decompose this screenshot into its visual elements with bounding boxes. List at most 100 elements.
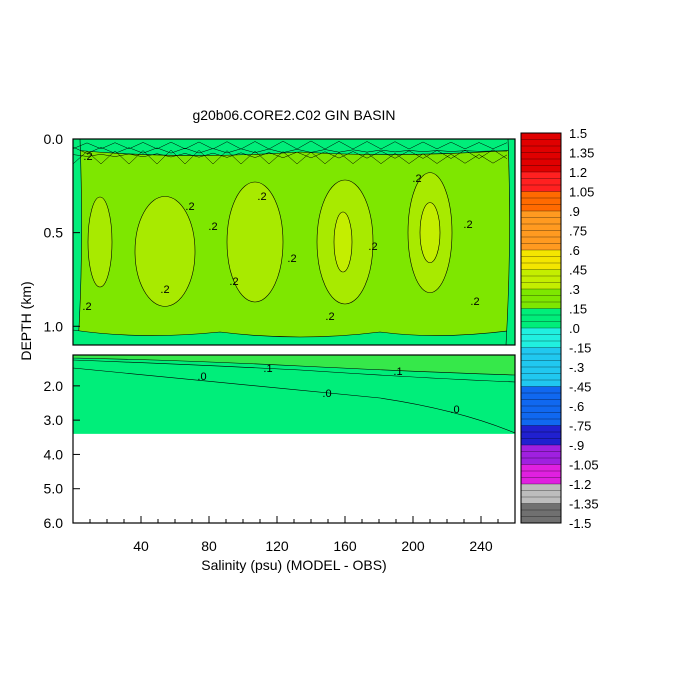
colorbar-swatch xyxy=(520,444,562,452)
surface-contour-line-1 xyxy=(73,144,508,154)
colorbar-swatch xyxy=(520,223,562,231)
x-tick-label: 240 xyxy=(469,538,493,554)
upper-depth-panel: .2 .2 .2 .2 .2 .2 .2 .2 .2 .2 .2 .2 .2 0.0 0.5 1.0 xyxy=(44,131,516,346)
colorbar-swatch xyxy=(520,360,562,368)
x-tick-label: 160 xyxy=(333,538,357,554)
y-tick-label: 1.0 xyxy=(44,318,64,334)
colorbar-label: .15 xyxy=(569,302,587,317)
colorbar-swatch xyxy=(520,171,562,179)
colorbar-label: 1.35 xyxy=(569,146,594,161)
contour-value-label: .1 xyxy=(393,366,402,378)
colorbar-label: .0 xyxy=(569,321,580,336)
surface-contour-line-0 xyxy=(73,140,508,150)
colorbar-swatch xyxy=(520,132,562,140)
y-tick-label: 6.0 xyxy=(44,515,64,531)
colorbar-label: .6 xyxy=(569,243,580,258)
contour-value-label: .2 xyxy=(463,219,472,231)
colorbar-swatch xyxy=(520,496,562,504)
colorbar-swatch xyxy=(520,288,562,296)
contour-fill-right-edge xyxy=(505,139,515,345)
colorbar-swatch xyxy=(520,451,562,459)
y-tick-label: 3.0 xyxy=(44,412,64,428)
lower-depth-panel: .1 .1 .0 .0 .0 2.0 3.0 4.0 5.0 6.0 40 80 120 160 200… xyxy=(44,354,516,554)
colorbar-label: -.9 xyxy=(569,438,584,453)
colorbar-swatch xyxy=(520,262,562,270)
contour-value-label: .1 xyxy=(263,363,272,375)
contour-value-label: .2 xyxy=(412,173,421,185)
colorbar-swatch xyxy=(520,139,562,147)
colorbar-swatch xyxy=(520,152,562,160)
colorbar-label: 1.05 xyxy=(569,185,594,200)
contour-value-label: .2 xyxy=(368,241,377,253)
colorbar-swatch xyxy=(520,158,562,166)
colorbar-swatch xyxy=(520,366,562,374)
colorbar-swatch xyxy=(520,516,562,524)
colorbar-label: -.75 xyxy=(569,419,591,434)
x-tick-label: 200 xyxy=(401,538,425,554)
colorbar-swatch xyxy=(520,464,562,472)
colorbar-swatch xyxy=(520,509,562,517)
colorbar-swatch xyxy=(520,236,562,244)
contour-lobe-2 xyxy=(226,181,284,303)
contour-value-label: .0 xyxy=(197,371,206,383)
contour-value-label: .2 xyxy=(229,276,238,288)
contour-value-label: .2 xyxy=(82,301,91,313)
contour-value-label: .2 xyxy=(287,253,296,265)
contour-core-1 xyxy=(419,202,441,263)
colorbar-swatch xyxy=(520,184,562,192)
colorbar-label: .45 xyxy=(569,263,587,278)
colorbar-swatch xyxy=(520,386,562,394)
x-tick-label: 80 xyxy=(201,538,217,554)
y-tick-label: 5.0 xyxy=(44,481,64,497)
colorbar-swatch xyxy=(520,373,562,381)
colorbar-swatch xyxy=(520,490,562,498)
y-tick-label: 4.0 xyxy=(44,446,64,462)
colorbar-swatch xyxy=(520,477,562,485)
colorbar-swatch xyxy=(520,431,562,439)
contour-fill-bottom-edge xyxy=(73,329,515,345)
colorbar-swatch xyxy=(520,457,562,465)
contour-lobe-1 xyxy=(134,196,196,307)
colorbar-swatch xyxy=(520,483,562,491)
colorbar-swatch xyxy=(520,197,562,205)
colorbar-swatch xyxy=(520,217,562,225)
contour-value-label: .2 xyxy=(83,151,92,163)
colorbar-swatch xyxy=(520,308,562,316)
contour-value-label: .2 xyxy=(257,191,266,203)
upper-panel-frame xyxy=(72,138,516,346)
colorbar-swatch xyxy=(520,438,562,446)
contour-value-label: .0 xyxy=(322,388,331,400)
chart-title: g20b06.CORE2.C02 GIN BASIN xyxy=(192,107,395,123)
x-axis-label: Salinity (psu) (MODEL - OBS) xyxy=(201,557,386,573)
colorbar-swatch xyxy=(520,353,562,361)
colorbar-label: -.45 xyxy=(569,380,591,395)
colorbar-label: -1.05 xyxy=(569,458,599,473)
colorbar-swatch xyxy=(520,269,562,277)
contour-value-label: .2 xyxy=(185,201,194,213)
y-axis-label: DEPTH (km) xyxy=(18,281,34,360)
colorbar-swatch xyxy=(520,418,562,426)
colorbar-swatch xyxy=(520,243,562,251)
colorbar: 1.5 1.35 1.2 1.05 .9 .75 .6 .45 .3 .15 .0 -.15 -.3 -.… xyxy=(520,126,599,531)
colorbar-label: -.15 xyxy=(569,341,591,356)
colorbar-frame xyxy=(520,132,562,524)
x-tick-label: 120 xyxy=(265,538,289,554)
colorbar-swatch xyxy=(520,327,562,335)
colorbar-label: .9 xyxy=(569,204,580,219)
colorbar-swatch xyxy=(520,178,562,186)
colorbar-swatch xyxy=(520,282,562,290)
colorbar-label: .3 xyxy=(569,282,580,297)
colorbar-swatch xyxy=(520,165,562,173)
contour-value-label: .2 xyxy=(160,284,169,296)
colorbar-swatch xyxy=(520,347,562,355)
colorbar-swatch xyxy=(520,191,562,199)
colorbar-swatch xyxy=(520,470,562,478)
contour-lobe-0 xyxy=(87,196,113,288)
contour-core-0 xyxy=(333,211,353,273)
colorbar-label: -1.35 xyxy=(569,497,599,512)
colorbar-swatch xyxy=(520,379,562,387)
lower-contour-line-1 xyxy=(73,359,515,383)
colorbar-swatch xyxy=(520,503,562,511)
surface-contour-line-2 xyxy=(73,147,508,159)
